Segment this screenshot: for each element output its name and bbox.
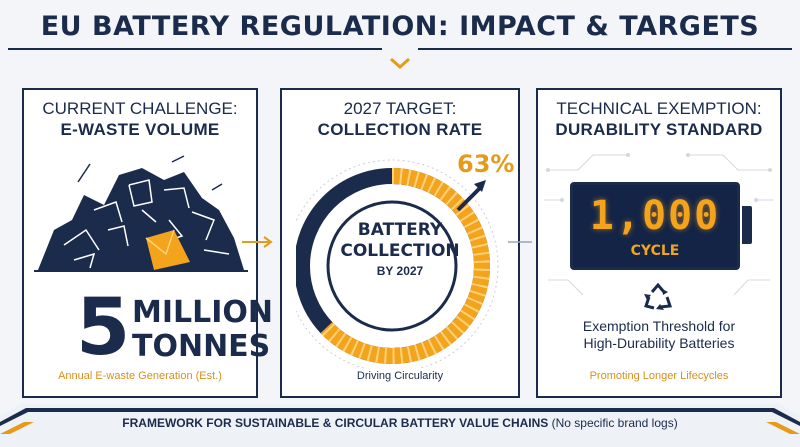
e-waste-pile-icon (34, 155, 248, 272)
ring-progress-pattern (320, 168, 490, 364)
footer-text: FRAMEWORK FOR SUSTAINABLE & CIRCULAR BAT… (0, 416, 800, 430)
ring-label: BATTERY COLLECTION BY 2027 (282, 220, 518, 278)
collection-percent: 63% (457, 150, 515, 178)
trend-arrow-icon (456, 180, 486, 212)
battery-display: 1,000 CYCLE (570, 182, 740, 270)
panel-heading: CURRENT CHALLENGE: E-WASTE VOLUME (24, 98, 256, 140)
ring-label-line2: COLLECTION (340, 241, 460, 261)
arrow-right-icon (508, 241, 532, 243)
cycle-count: 1,000 (589, 193, 721, 239)
footer-band-shape (0, 404, 800, 447)
panel-heading: TECHNICAL EXEMPTION: DURABILITY STANDARD (538, 98, 780, 140)
ring-label-line3: BY 2027 (376, 264, 424, 278)
panel-heading-line1: CURRENT CHALLENGE: (42, 99, 238, 118)
panel-heading-line2: DURABILITY STANDARD (555, 120, 763, 139)
collection-footnote: Driving Circularity (356, 370, 444, 382)
e-waste-footnote: Annual E-waste Generation (Est.) (58, 370, 222, 382)
panel-heading-line1: 2027 TARGET: (343, 99, 457, 118)
chevron-down-icon (390, 57, 410, 70)
panel-heading-line1: TECHNICAL EXEMPTION: (556, 99, 762, 118)
cycle-unit: CYCLE (630, 243, 680, 259)
page-title: EU BATTERY REGULATION: IMPACT & TARGETS (40, 10, 760, 42)
durability-footnote: Promoting Longer Lifecycles (589, 370, 729, 382)
exemption-line1: Exemption Threshold for (582, 318, 736, 334)
ring-label-line1: BATTERY (357, 220, 443, 240)
panel-heading: 2027 TARGET: COLLECTION RATE (282, 98, 518, 140)
collection-ring-gauge (296, 159, 499, 368)
panel-collection-rate: 2027 TARGET: COLLECTION RATE 63% BATTERY… (280, 88, 520, 398)
exemption-line2: High-Durability Batteries (583, 335, 735, 351)
arrow-right-icon (242, 236, 273, 248)
panel-heading-line2: E-WASTE VOLUME (60, 120, 220, 139)
exemption-description: Exemption Threshold for High-Durability … (538, 318, 780, 352)
ring-inner (326, 200, 458, 332)
title-divider-right (418, 48, 792, 50)
circuit-background (544, 153, 774, 296)
title-bar: EU BATTERY REGULATION: IMPACT & TARGETS (0, 0, 800, 60)
e-waste-value: 5 (76, 283, 131, 373)
battery-terminal (742, 206, 752, 244)
e-waste-unit-line2: TONNES (132, 329, 271, 364)
panel-e-waste: CURRENT CHALLENGE: E-WASTE VOLUME (22, 88, 273, 398)
footer-bold-text: FRAMEWORK FOR SUSTAINABLE & CIRCULAR BAT… (122, 416, 549, 430)
e-waste-unit-line1: MILLION (132, 295, 274, 330)
footer-banner: FRAMEWORK FOR SUSTAINABLE & CIRCULAR BAT… (0, 404, 800, 447)
footer-note-text: (No specific brand logs) (548, 416, 678, 430)
title-divider-left (8, 48, 382, 50)
panel-durability: TECHNICAL EXEMPTION: DURABILITY STANDARD… (536, 88, 782, 398)
recycle-icon (644, 282, 673, 310)
panel-heading-line2: COLLECTION RATE (317, 120, 483, 139)
